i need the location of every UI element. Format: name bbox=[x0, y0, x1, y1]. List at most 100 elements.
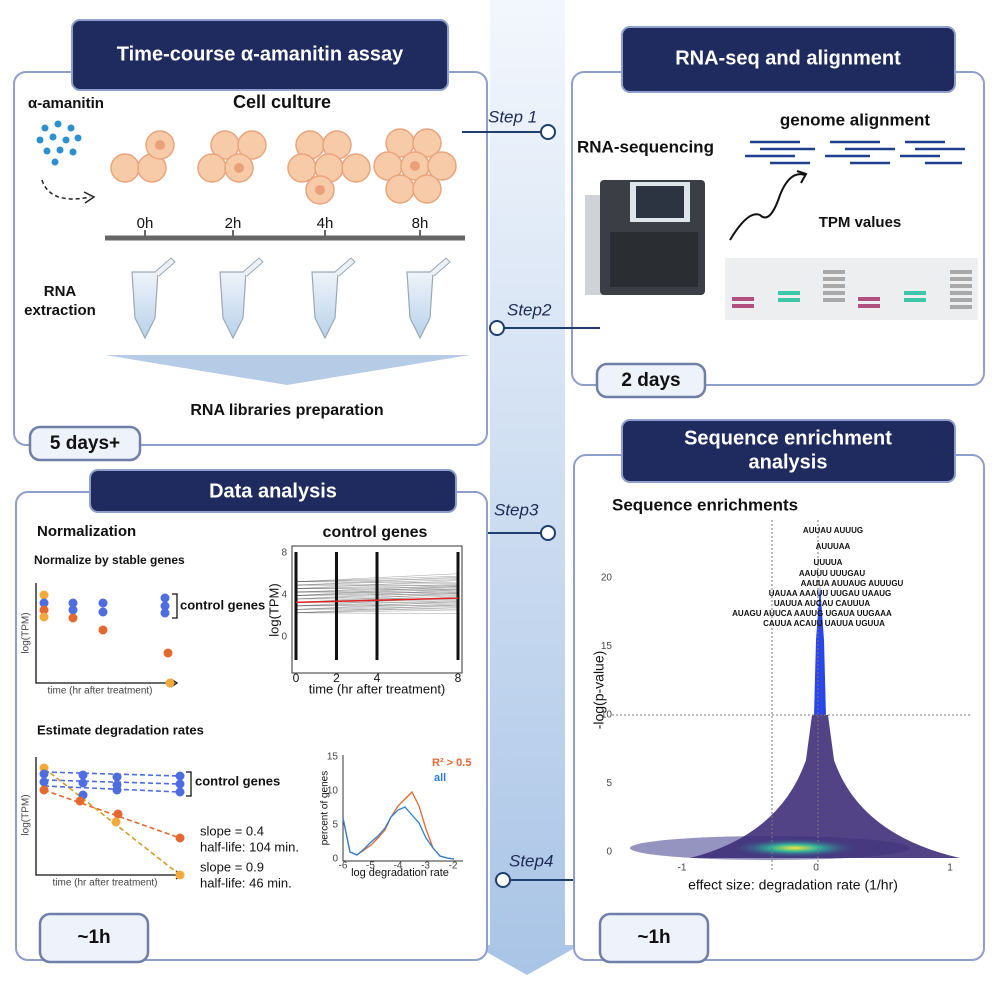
shape bbox=[489, 320, 505, 336]
norm-dots bbox=[39, 590, 175, 688]
shape bbox=[112, 772, 122, 782]
shape bbox=[35, 757, 180, 876]
shape bbox=[412, 174, 442, 204]
assay-panel bbox=[13, 71, 488, 446]
y-tick-label: 5 bbox=[332, 820, 338, 831]
est-dots bbox=[39, 763, 185, 880]
motif-label: CAUUA ACAUU UAUUA UGUUA bbox=[763, 619, 885, 628]
shape bbox=[315, 185, 325, 195]
y-tick-label: 15 bbox=[601, 641, 613, 652]
culture: Cell culture bbox=[233, 92, 331, 112]
control-plot-lines bbox=[294, 552, 460, 660]
shape bbox=[43, 785, 181, 793]
y-tick-label: 0 bbox=[606, 847, 612, 858]
motif-label: AUUUAA bbox=[816, 542, 851, 551]
y-tick-label: 10 bbox=[327, 786, 339, 797]
reagent-arrow bbox=[41, 179, 91, 200]
step-3: Step3 bbox=[494, 500, 539, 519]
shape bbox=[68, 605, 78, 615]
shape bbox=[540, 124, 556, 140]
y-tick-label: 20 bbox=[601, 573, 613, 584]
shape bbox=[68, 613, 78, 623]
timepoint-label: 4h bbox=[317, 215, 334, 232]
hist-line-all bbox=[342, 806, 455, 860]
shape bbox=[39, 605, 49, 615]
y-tick-label: 5 bbox=[606, 778, 612, 789]
shape bbox=[823, 298, 845, 302]
arrowhead bbox=[796, 170, 808, 184]
shape bbox=[111, 817, 121, 827]
est-lines bbox=[43, 767, 181, 876]
flow-arrow bbox=[474, 0, 580, 975]
assay-title: Time-course α-amanitin assay bbox=[117, 43, 404, 65]
shape bbox=[904, 298, 926, 302]
y-tick-label: 0 bbox=[332, 854, 338, 865]
tube-cap bbox=[242, 257, 264, 277]
shape bbox=[950, 305, 972, 309]
analysis-duration: ~1h bbox=[77, 927, 110, 948]
shape bbox=[43, 779, 181, 785]
reads bbox=[745, 140, 965, 165]
reagent: α-amanitin bbox=[28, 95, 104, 112]
shape bbox=[732, 304, 754, 308]
hist-ticks: -6 -5 -4 -3 -2 0 5 10 15 bbox=[327, 752, 458, 872]
shape bbox=[950, 291, 972, 295]
shape bbox=[412, 128, 442, 158]
shape bbox=[163, 648, 173, 658]
tube bbox=[219, 271, 247, 340]
enrich-scatter bbox=[630, 585, 960, 860]
control-plot-ylabel: log(TPM) bbox=[266, 583, 281, 636]
timepoint-label: 2h bbox=[225, 215, 242, 232]
shape bbox=[495, 872, 511, 888]
x-tick-label: -4 bbox=[394, 861, 403, 872]
x-tick-label: -1 bbox=[678, 863, 687, 874]
shape bbox=[39, 769, 49, 779]
libraries: RNA libraries preparation bbox=[190, 402, 383, 419]
tube bbox=[131, 271, 159, 340]
shape bbox=[39, 590, 49, 600]
shape bbox=[67, 124, 75, 132]
shape bbox=[175, 779, 185, 789]
cells-4h bbox=[287, 130, 371, 205]
motif-label: AUUAU AUUUG bbox=[803, 526, 863, 535]
shape bbox=[950, 298, 972, 302]
shape bbox=[197, 153, 227, 183]
y-tick-label: 4 bbox=[281, 590, 287, 601]
step-4: Step4 bbox=[509, 851, 553, 870]
alignment: genome alignment bbox=[780, 110, 931, 129]
motif-label: AAUUU UUUGAU bbox=[799, 569, 865, 578]
motif-label: AUAGU AUUCA AAUUG UGAUA UUGAAA bbox=[732, 609, 892, 618]
shape bbox=[112, 785, 122, 795]
shape bbox=[165, 678, 175, 688]
tpm-panel bbox=[725, 258, 978, 320]
tpm: TPM values bbox=[819, 214, 902, 231]
motif-label: AAUUA AUUAUG AUUUGU bbox=[801, 579, 904, 588]
shape bbox=[78, 778, 88, 788]
step-2: Step2 bbox=[507, 300, 552, 319]
shape bbox=[39, 785, 49, 795]
shape bbox=[175, 787, 185, 797]
shape bbox=[39, 598, 49, 608]
enrich-title-box bbox=[621, 419, 956, 483]
enrich-xlabel: effect size: degradation rate (1/hr) bbox=[688, 877, 898, 893]
control-plot-ticks: 0 2 4 8 0 4 8 bbox=[281, 548, 461, 686]
shape bbox=[75, 796, 85, 806]
shape bbox=[78, 770, 88, 780]
shape bbox=[155, 140, 165, 150]
shape bbox=[950, 270, 972, 274]
shape bbox=[43, 771, 181, 777]
hist-axes bbox=[342, 755, 463, 862]
assay-duration: 5 days+ bbox=[50, 433, 120, 454]
shape bbox=[39, 777, 49, 787]
seq-duration-box bbox=[595, 362, 707, 399]
shape bbox=[35, 583, 175, 684]
x-tick-label: -3 bbox=[421, 861, 430, 872]
shape bbox=[904, 291, 926, 295]
shape bbox=[950, 284, 972, 288]
tube-cap bbox=[429, 257, 451, 277]
shape bbox=[41, 124, 49, 132]
halflife-2: half-life: 46 min. bbox=[200, 875, 292, 890]
cells-2h bbox=[197, 130, 267, 183]
